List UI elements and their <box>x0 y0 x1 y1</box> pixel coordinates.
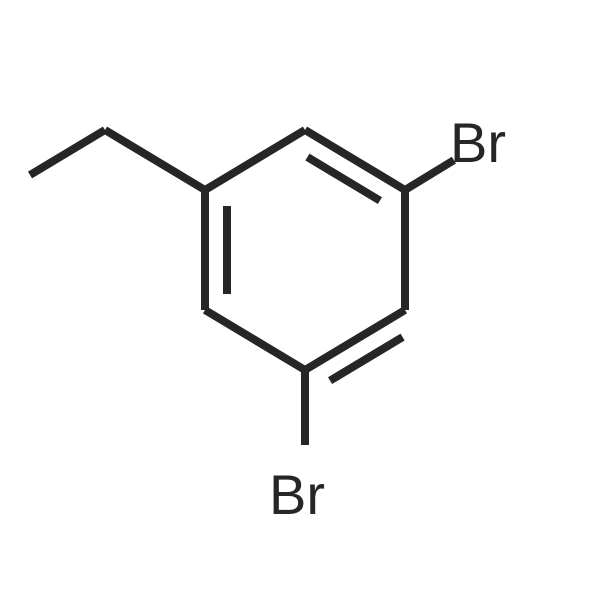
atom-label: Br <box>450 111 506 174</box>
molecule-diagram: Br Br <box>0 0 600 600</box>
atom-label: Br <box>269 463 325 526</box>
